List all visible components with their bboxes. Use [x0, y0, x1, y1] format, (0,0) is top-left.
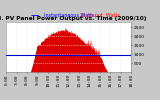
Text: Instantaneous Watts: Instantaneous Watts — [44, 13, 94, 18]
Title: Sol. PV Panel Power Output vs. Time (2009/10): Sol. PV Panel Power Output vs. Time (200… — [0, 16, 147, 21]
Text: % on pot. Watts: % on pot. Watts — [81, 13, 120, 18]
